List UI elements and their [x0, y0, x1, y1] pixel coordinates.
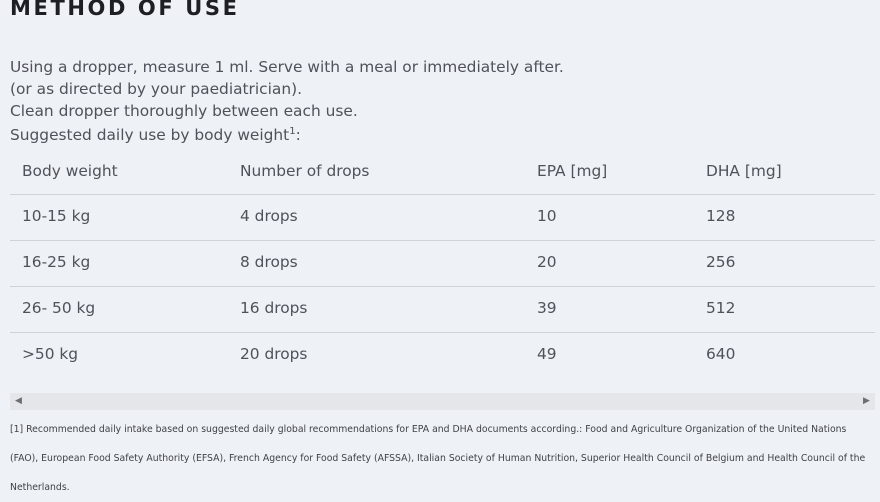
cell-epa: 39 [537, 299, 557, 317]
cell-epa: 10 [537, 207, 557, 225]
cell-epa: 20 [537, 253, 557, 271]
triangle-right-icon[interactable]: ▶ [863, 396, 870, 406]
table-row: >50 kg 20 drops 49 640 [10, 333, 875, 381]
footnote-ref[interactable]: 1 [289, 126, 296, 137]
cell-number-of-drops: 16 drops [240, 299, 308, 317]
instruction-line: Using a dropper, measure 1 ml. Serve wit… [10, 58, 564, 76]
table-row: 16-25 kg 8 drops 20 256 [10, 241, 875, 287]
cell-number-of-drops: 20 drops [240, 345, 308, 363]
suggested-use-colon: : [295, 126, 301, 145]
header-dha: DHA [mg] [706, 162, 782, 180]
header-epa: EPA [mg] [537, 162, 608, 180]
horizontal-scrollbar[interactable]: ◀ ▶ [10, 393, 875, 410]
section-heading: METHOD OF USE [10, 0, 240, 20]
header-number-of-drops: Number of drops [240, 162, 370, 180]
footnote: [1] Recommended daily intake based on su… [10, 424, 866, 493]
dosage-table: Body weight Number of drops EPA [mg] DHA… [10, 150, 875, 381]
cell-body-weight: 10-15 kg [22, 207, 91, 225]
suggested-use-text: Suggested daily use by body weight [10, 126, 290, 145]
cell-body-weight: 16-25 kg [22, 253, 91, 271]
suggested-use-label: Suggested daily use by body weight1: [10, 126, 301, 144]
usage-instructions: Using a dropper, measure 1 ml. Serve wit… [10, 56, 564, 122]
cell-dha: 512 [706, 299, 736, 317]
table-row: 26- 50 kg 16 drops 39 512 [10, 287, 875, 333]
table-header-row: Body weight Number of drops EPA [mg] DHA… [10, 150, 875, 195]
table-row: 10-15 kg 4 drops 10 128 [10, 195, 875, 241]
cell-body-weight: 26- 50 kg [22, 299, 96, 317]
cell-dha: 640 [706, 345, 736, 363]
triangle-left-icon[interactable]: ◀ [15, 396, 22, 406]
cell-number-of-drops: 8 drops [240, 253, 298, 271]
instruction-line: (or as directed by your paediatrician). [10, 80, 302, 98]
cell-dha: 256 [706, 253, 736, 271]
cell-number-of-drops: 4 drops [240, 207, 298, 225]
cell-epa: 49 [537, 345, 557, 363]
instruction-line: Clean dropper thoroughly between each us… [10, 102, 358, 120]
cell-dha: 128 [706, 207, 736, 225]
header-body-weight: Body weight [22, 162, 118, 180]
cell-body-weight: >50 kg [22, 345, 79, 363]
